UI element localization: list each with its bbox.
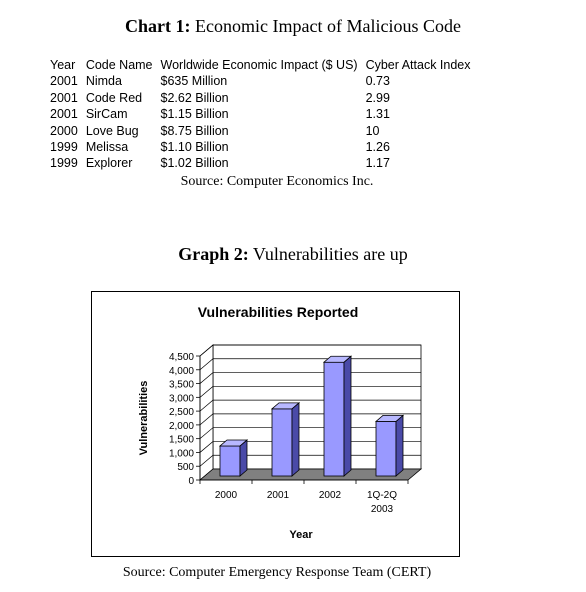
bar-side (343, 355, 352, 477)
y-tick-label: 3,500 (169, 380, 194, 391)
gridline (199, 427, 421, 439)
bar-top (322, 355, 353, 363)
chart-title: Vulnerabilities Reported (198, 304, 359, 320)
table-row: 2001 Nimda $635 Million 0.73 (46, 73, 475, 89)
vulnerabilities-chart: Vulnerabilities Reported Vulnerabilities… (91, 291, 460, 557)
gridline (199, 413, 421, 426)
y-tick-label: 0 (188, 476, 194, 487)
gridline (199, 399, 421, 412)
cell-impact: $635 Million (160, 74, 228, 89)
gridline (199, 344, 421, 357)
chart1-heading-label: Chart 1: (125, 16, 191, 36)
cell-index: 2.99 (365, 90, 390, 105)
gridline (199, 372, 421, 384)
cell-year: 1999 (50, 140, 78, 155)
cell-impact: $1.15 Billion (160, 107, 229, 122)
table-row: 1999 Melissa $1.10 Billion 1.26 (46, 139, 475, 155)
cell-code-name: Nimda (85, 74, 122, 89)
cell-index: 1.17 (365, 156, 390, 171)
bar-top (218, 439, 249, 447)
cell-index: 1.26 (365, 140, 390, 155)
cell-code-name: Melissa (85, 140, 129, 155)
cell-index: 0.73 (365, 74, 390, 89)
bar-side (291, 401, 300, 477)
cell-index: 10 (365, 123, 380, 138)
y-tick-label: 2,000 (169, 421, 194, 432)
x-tick-label: 1Q-2Q 2003 (367, 490, 397, 515)
cell-year: 1999 (50, 156, 78, 171)
x-tick-label: 2002 (319, 490, 342, 501)
graph2-heading-label: Graph 2: (178, 244, 249, 264)
gridline (199, 385, 421, 398)
bar-side (395, 414, 404, 477)
column-header-cyber-attack-index: Cyber Attack Index (365, 58, 471, 72)
y-axis-label: Vulnerabilities (138, 381, 150, 456)
malicious-code-table: Year Code Name Worldwide Economic Impact… (46, 57, 475, 172)
gridline (199, 441, 421, 453)
x-axis-label: Year (289, 529, 313, 541)
cell-index: 1.31 (365, 107, 390, 122)
gridline (199, 454, 421, 467)
cell-impact: $8.75 Billion (160, 123, 229, 138)
column-header-code-name: Code Name (85, 58, 153, 72)
graph2-source: Source: Computer Emergency Response Team… (122, 565, 432, 580)
cell-code-name: SirCam (85, 107, 128, 122)
chart1-heading-text: Economic Impact of Malicious Code (195, 16, 461, 36)
table-row: 2001 Code Red $2.62 Billion 2.99 (46, 90, 475, 106)
cell-code-name: Code Red (85, 90, 143, 105)
bar (219, 445, 241, 477)
column-header-economic-impact: Worldwide Economic Impact ($ US) (160, 58, 358, 72)
graph2-heading-text: Vulnerabilities are up (252, 244, 408, 264)
bar (271, 408, 293, 477)
cell-impact: $2.62 Billion (160, 90, 229, 105)
cell-year: 2000 (50, 123, 78, 138)
cell-year: 2001 (50, 74, 78, 89)
cell-year: 2001 (50, 107, 78, 122)
cell-code-name: Explorer (85, 156, 133, 171)
cell-code-name: Love Bug (85, 123, 139, 138)
bar-top (374, 414, 405, 422)
graph2-heading: Graph 2: Vulnerabilities are up (0, 244, 586, 265)
chart1-source: Source: Computer Economics Inc. (180, 174, 374, 189)
vulnerabilities-chart-svg: Vulnerabilities Reported Vulnerabilities… (138, 304, 423, 541)
cell-impact: $1.02 Billion (160, 156, 229, 171)
table-row: 2000 Love Bug $8.75 Billion 10 (46, 123, 475, 139)
bar (323, 361, 345, 477)
y-tick-label: 2,500 (169, 407, 194, 418)
table-row: 1999 Explorer $1.02 Billion 1.17 (46, 155, 475, 171)
y-tick-label: 4,000 (169, 366, 194, 377)
bar-top (270, 402, 301, 410)
cell-impact: $1.10 Billion (160, 140, 229, 155)
table-header-row: Year Code Name Worldwide Economic Impact… (46, 57, 475, 73)
x-tick-label: 2001 (267, 490, 290, 501)
x-tick-label: 2000 (215, 490, 238, 501)
y-tick-label: 4,500 (169, 352, 194, 363)
table-row: 2001 SirCam $1.15 Billion 1.31 (46, 106, 475, 122)
y-tick-label: 500 (177, 462, 194, 473)
y-tick-label: 3,000 (169, 393, 194, 404)
y-tick-label: 1,500 (169, 435, 194, 446)
chart1-heading: Chart 1: Economic Impact of Malicious Co… (0, 16, 586, 37)
column-header-year: Year (50, 58, 76, 72)
gridline (199, 358, 421, 371)
cell-year: 2001 (50, 90, 78, 105)
y-tick-label: 1,000 (169, 448, 194, 459)
plot-side-wall (199, 344, 214, 481)
bar (375, 420, 397, 477)
